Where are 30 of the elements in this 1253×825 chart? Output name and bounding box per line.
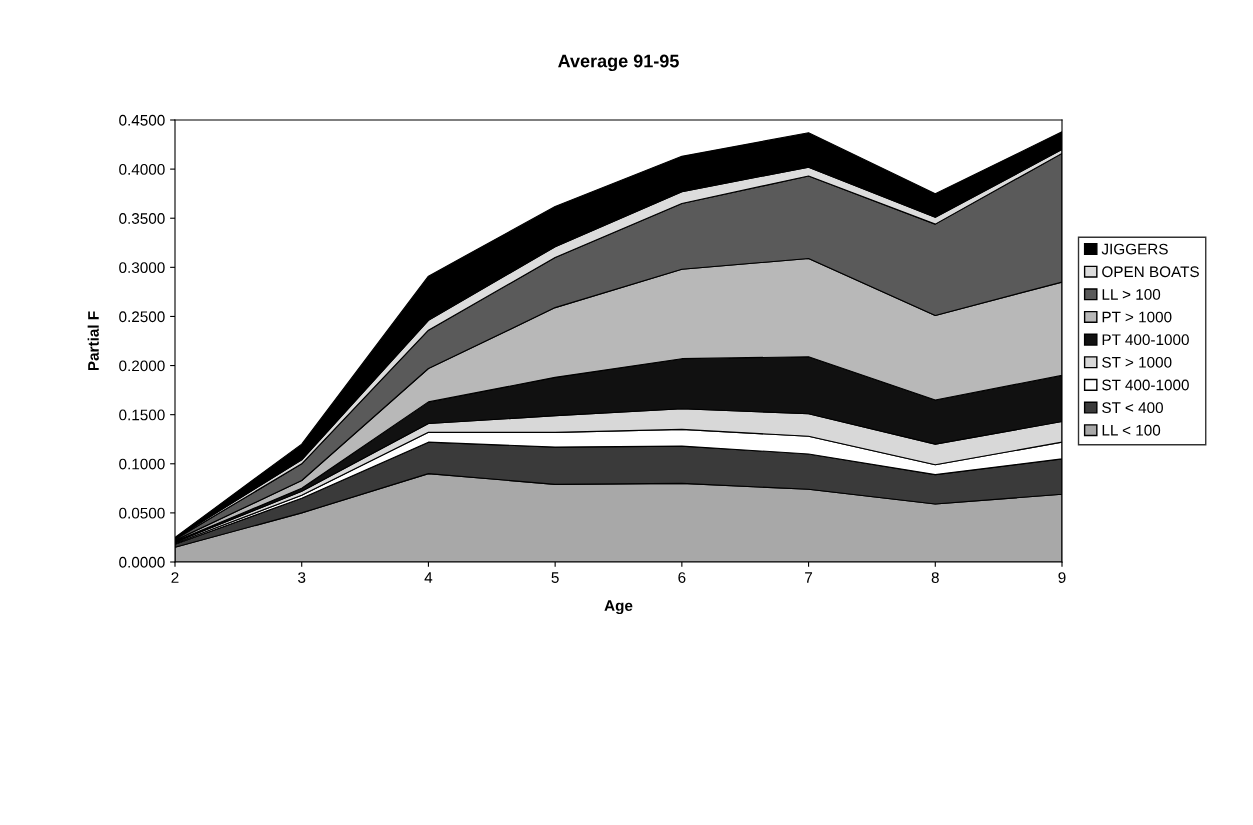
legend-label: ST > 1000 <box>1102 356 1172 368</box>
legend-label: LL > 100 <box>1102 288 1161 300</box>
y-tick-label: 0.0000 <box>119 556 165 568</box>
legend-label: PT 400-1000 <box>1102 334 1189 346</box>
y-tick-label: 0.4500 <box>119 114 165 126</box>
x-tick-label: 2 <box>171 572 179 583</box>
legend-label: OPEN BOATS <box>1102 266 1199 278</box>
y-tick-label: 0.2000 <box>119 360 165 372</box>
y-tick-label: 0.3000 <box>119 262 165 274</box>
x-tick-label: 9 <box>1058 572 1066 583</box>
x-tick-label: 8 <box>931 572 939 583</box>
x-tick-label: 3 <box>298 572 306 583</box>
chart-title: Average 91-95 <box>558 54 679 72</box>
legend-label: PT > 1000 <box>1102 311 1172 323</box>
legend-label: JIGGERS <box>1101 243 1168 255</box>
legend-label: LL < 100 <box>1102 424 1161 436</box>
y-tick-label: 0.1000 <box>119 458 165 470</box>
legend-label: ST 400-1000 <box>1102 379 1189 391</box>
y-tick-label: 0.4000 <box>119 163 165 175</box>
x-axis-title: Age <box>604 600 633 615</box>
y-axis-title: Partial F <box>87 311 99 371</box>
x-tick-label: 4 <box>424 572 433 583</box>
x-tick-label: 7 <box>805 572 813 583</box>
y-tick-label: 0.0500 <box>119 507 165 519</box>
y-tick-label: 0.2500 <box>119 311 165 323</box>
y-tick-label: 0.3500 <box>119 213 165 224</box>
x-tick-label: 6 <box>678 572 686 583</box>
x-tick-label: 5 <box>551 572 559 583</box>
y-tick-label: 0.1500 <box>119 409 165 421</box>
legend-label: ST < 400 <box>1102 402 1163 414</box>
